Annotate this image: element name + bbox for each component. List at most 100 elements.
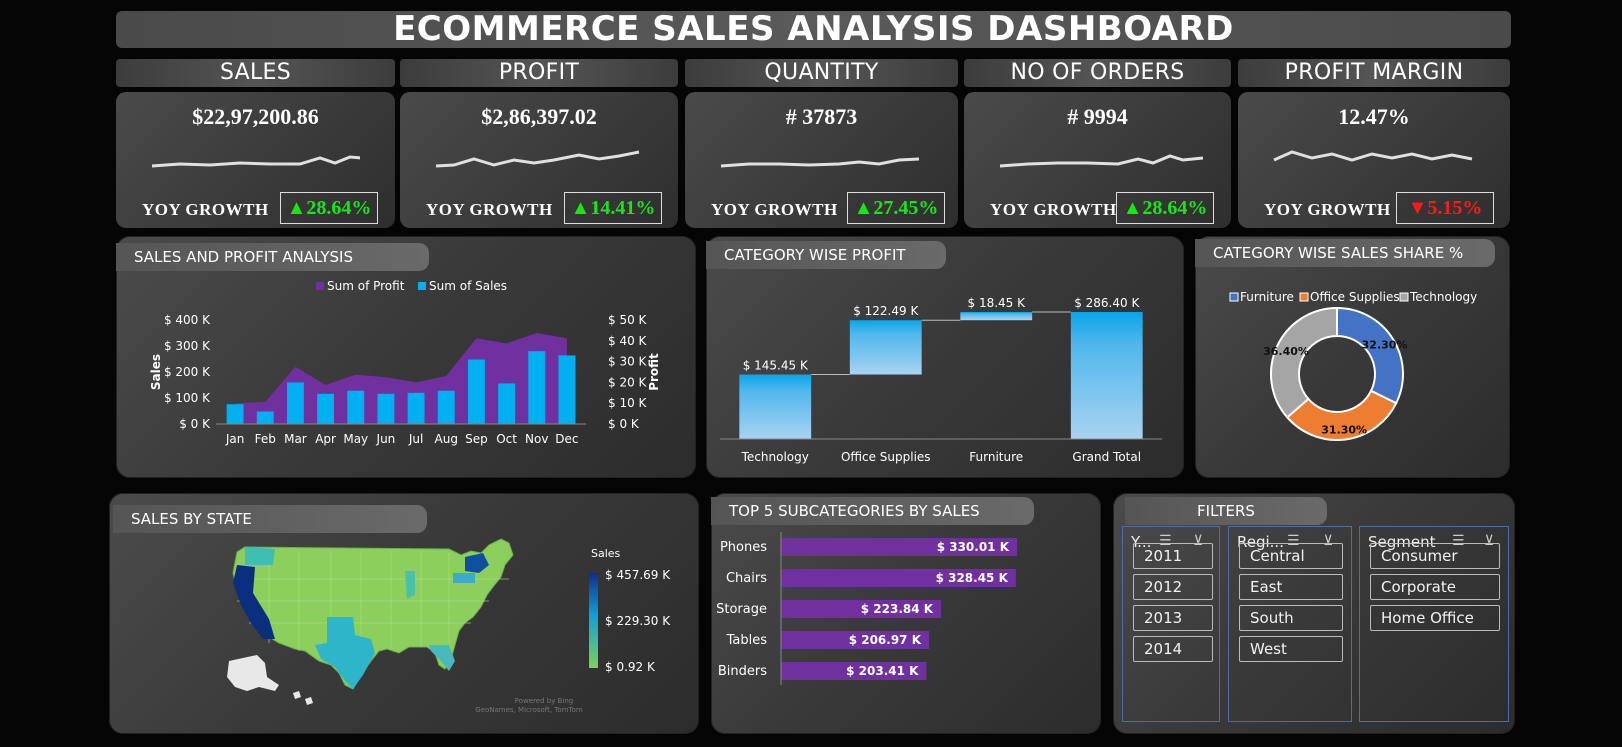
- donut-legend-swatch: [1229, 292, 1239, 302]
- clear-filter-icon[interactable]: ⊻: [1193, 533, 1204, 549]
- top5-data-label: $ 206.97 K: [849, 633, 922, 647]
- top5-panel: TOP 5 SUBCATEGORIES BY SALES Phones $ 330…: [711, 493, 1101, 734]
- yoy-growth-badge: ▲28.64%: [280, 192, 378, 224]
- x-tick-label: Sep: [465, 432, 488, 446]
- section-title: CATEGORY WISE SALES SHARE %: [1195, 239, 1495, 267]
- us-map[interactable]: Sales $ 457.69 K $ 229.30 K $ 0.92 K Pow…: [109, 493, 699, 734]
- region-slicer-item[interactable]: South: [1239, 605, 1343, 631]
- waterfall-data-label: $ 122.49 K: [853, 304, 919, 318]
- top5-data-label: $ 330.01 K: [937, 540, 1010, 554]
- x-tick-label: Jan: [225, 432, 245, 446]
- kpi-card-orders: # 9994 YOY GROWTH ▲28.64%: [964, 92, 1231, 228]
- year-slicer-item[interactable]: 2013: [1133, 605, 1213, 631]
- x-tick-label: Jun: [376, 432, 396, 446]
- kpi-card-sales: $22,97,200.86 YOY GROWTH ▲28.64%: [116, 92, 395, 228]
- dashboard-title: ECOMMERCE SALES ANALYSIS DASHBOARD: [116, 11, 1511, 48]
- category-profit-panel: CATEGORY WISE PROFIT $ 145.45 K Technolog…: [706, 236, 1184, 478]
- kpi-header-sales: SALES: [116, 59, 395, 87]
- section-title: SALES AND PROFIT ANALYSIS: [116, 243, 429, 271]
- waterfall-category-label: Technology: [741, 450, 809, 464]
- donut-data-label: 36.40%: [1263, 345, 1309, 358]
- alaska-shape: [227, 655, 279, 691]
- kpi-value: # 9994: [1067, 104, 1128, 129]
- hawaii-shape: [293, 691, 313, 705]
- x-tick-label: Apr: [315, 432, 336, 446]
- segment-slicer-item[interactable]: Home Office: [1370, 605, 1500, 631]
- sales-bar: [286, 382, 304, 424]
- clear-filter-icon[interactable]: ⊻: [1323, 533, 1334, 549]
- kpi-header-margin: PROFIT MARGIN: [1238, 59, 1510, 87]
- state-texas: [315, 617, 375, 689]
- top5-data-label: $ 223.84 K: [861, 602, 934, 616]
- yoy-label: YOY GROWTH: [711, 200, 838, 219]
- y2-tick-label: $ 30 K: [608, 355, 648, 369]
- sales-bar: [528, 351, 546, 424]
- y2-tick-label: $ 0 K: [608, 417, 640, 431]
- waterfall-bar: [739, 374, 812, 439]
- donut-data-label: 32.30%: [1362, 338, 1408, 351]
- x-tick-label: Mar: [284, 432, 307, 446]
- clear-filter-icon[interactable]: ⊻: [1484, 533, 1495, 549]
- map-legend-title: Sales: [591, 547, 621, 560]
- sales-bar: [317, 393, 335, 424]
- sales-bar: [467, 359, 485, 424]
- top5-bar: [781, 538, 1017, 556]
- sales-bar: [226, 404, 244, 424]
- sales-bar: [407, 392, 425, 424]
- kpi-value: # 37873: [785, 104, 858, 129]
- y-tick-label: $ 100 K: [164, 391, 211, 405]
- year-slicer-header: Y...: [1131, 533, 1152, 551]
- x-tick-label: Dec: [555, 432, 578, 446]
- region-slicer-item[interactable]: West: [1239, 636, 1343, 662]
- x-tick-label: Jul: [408, 432, 423, 446]
- y-tick-label: $ 300 K: [164, 339, 211, 353]
- sparkline: [435, 150, 640, 168]
- y2-tick-label: $ 40 K: [608, 334, 648, 348]
- section-title: SALES BY STATE: [113, 505, 427, 533]
- sparkline: [151, 155, 360, 168]
- kpi-value: $22,97,200.86: [192, 104, 319, 129]
- category-share-panel: CATEGORY WISE SALES SHARE % Furniture Off…: [1195, 236, 1510, 478]
- donut-legend-label: Technology: [1409, 290, 1477, 304]
- region-slicer-item[interactable]: Central: [1239, 543, 1343, 569]
- donut-slice: [1285, 389, 1398, 441]
- donut-slice: [1270, 306, 1338, 419]
- map-credit-1: Powered by Bing: [515, 697, 573, 705]
- yoy-label: YOY GROWTH: [1264, 200, 1391, 219]
- kpi-card-margin: 12.47% YOY GROWTH ▼5.15%: [1238, 92, 1510, 228]
- segment-slicer-item[interactable]: Consumer: [1370, 543, 1500, 569]
- year-slicer-item[interactable]: 2012: [1133, 574, 1213, 600]
- kpi-card-quantity: # 37873 YOY GROWTH ▲27.45%: [685, 92, 958, 228]
- waterfall-data-label: $ 286.40 K: [1074, 296, 1140, 310]
- filters-panel: FILTERS: [1113, 493, 1515, 734]
- sales-by-state-panel: SALES BY STATE: [109, 493, 699, 734]
- year-slicer-item[interactable]: 2011: [1133, 543, 1213, 569]
- y-tick-label: $ 0 K: [179, 417, 211, 431]
- legend-label-profit: Sum of Profit: [327, 279, 405, 293]
- multi-select-icon[interactable]: ☰: [1159, 533, 1172, 549]
- state-new-york: [465, 553, 489, 573]
- segment-slicer: Segment ☰ ⊻ Consumer Corporate Home Offi…: [1359, 526, 1509, 722]
- sparkline: [1273, 150, 1473, 162]
- donut-chart: Furniture Office Supplies Technology 32.30…: [1229, 290, 1477, 441]
- yoy-label: YOY GROWTH: [142, 200, 269, 219]
- multi-select-icon[interactable]: ☰: [1287, 533, 1300, 549]
- year-slicer-item[interactable]: 2014: [1133, 636, 1213, 662]
- donut-legend-label: Office Supplies: [1310, 290, 1400, 304]
- waterfall-data-label: $ 145.45 K: [743, 359, 809, 373]
- region-slicer-item[interactable]: East: [1239, 574, 1343, 600]
- y2-tick-label: $ 20 K: [608, 375, 648, 389]
- top5-category-label: Chairs: [726, 571, 767, 586]
- top5-bar-chart: Phones $ 330.01 K Chairs $ 328.45 K Storage $…: [716, 532, 1017, 685]
- state-pennsylvania: [453, 573, 475, 583]
- y-tick-label: $ 400 K: [164, 313, 211, 327]
- top5-category-label: Phones: [720, 540, 767, 555]
- x-tick-label: Feb: [255, 432, 276, 446]
- waterfall-bar: [1070, 312, 1143, 439]
- map-legend-max: $ 457.69 K: [605, 568, 671, 582]
- map-legend-mid: $ 229.30 K: [605, 614, 671, 628]
- multi-select-icon[interactable]: ☰: [1452, 533, 1465, 549]
- yoy-growth-badge: ▲28.64%: [1116, 192, 1214, 224]
- segment-slicer-item[interactable]: Corporate: [1370, 574, 1500, 600]
- yoy-growth-badge: ▲14.41%: [564, 192, 662, 224]
